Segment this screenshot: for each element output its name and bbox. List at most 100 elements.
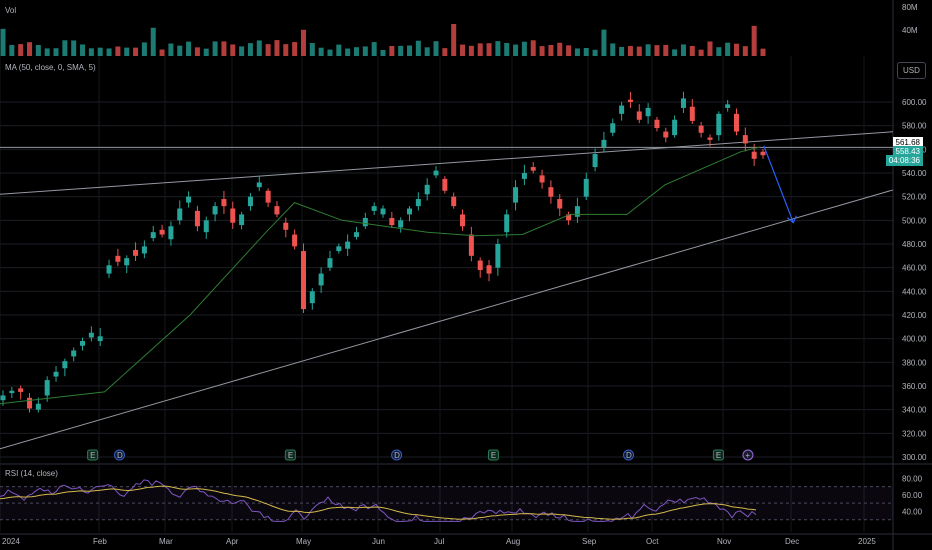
rsi-tick-label: 80.00 (902, 474, 923, 483)
candle-body (327, 258, 333, 268)
event-marker: E (87, 449, 99, 461)
volume-bar (627, 46, 633, 56)
price-tick-label: 380.00 (902, 358, 927, 367)
price-tick-label: 340.00 (902, 406, 927, 415)
event-marker-circle (113, 449, 125, 461)
candle-body (124, 258, 130, 266)
volume-bar (521, 41, 527, 56)
volume-bar (239, 46, 245, 56)
candle-body (9, 390, 15, 394)
volume-bar (539, 46, 545, 56)
candle-body (513, 187, 519, 203)
volume-bar (115, 46, 121, 56)
x-tick-label: Oct (646, 537, 659, 546)
volume-bar (97, 47, 103, 56)
volume-bar (18, 44, 24, 56)
candle-body (53, 371, 59, 377)
event-marker: D (113, 449, 125, 461)
x-tick-label: Nov (717, 537, 731, 546)
event-marker-label: E (716, 451, 721, 460)
candle-body (80, 341, 86, 346)
candle-body (663, 131, 669, 138)
candle-body (733, 113, 739, 132)
volume-bar (345, 48, 351, 56)
candle-body (221, 199, 227, 207)
volume-bar (150, 27, 156, 56)
volume-bar (398, 45, 404, 56)
volume-bar (424, 47, 430, 56)
candle-body (168, 226, 174, 240)
candles (0, 91, 766, 413)
volume-bar (309, 43, 315, 56)
volume-bar (0, 28, 6, 56)
currency-button[interactable]: USD (897, 62, 926, 79)
volume-bar (698, 49, 704, 56)
ma-label: MA (50, close, 0, SMA, 5) (5, 63, 96, 72)
volume-bar (62, 40, 68, 56)
volume-bar (318, 47, 324, 56)
candle-body (751, 151, 757, 159)
price-tick-label: 520.00 (902, 193, 927, 202)
volume-bar (654, 45, 660, 56)
volume-bar (583, 47, 589, 56)
candle-body (698, 125, 704, 133)
candle-body (106, 265, 112, 274)
volume-bar (265, 44, 271, 56)
candle-body (380, 208, 386, 215)
volume-bar (274, 40, 280, 56)
candle-body (194, 210, 200, 227)
trendline-lower (0, 189, 894, 450)
event-marker-label: + (745, 451, 750, 460)
volume-bar (530, 40, 536, 56)
volume-bar (283, 44, 289, 56)
volume-bar (486, 43, 492, 56)
candle-body (265, 190, 271, 203)
volume-bar (194, 47, 200, 56)
volume-bar (292, 42, 298, 56)
x-tick-label: Jun (372, 537, 385, 546)
volume-bar (574, 48, 580, 56)
candle-body (424, 184, 430, 195)
candle-body (460, 214, 466, 227)
x-tick-label: Feb (93, 537, 107, 546)
candle-body (477, 260, 483, 271)
candle-body (71, 350, 77, 357)
volume-bar (433, 41, 439, 56)
x-tick-label: May (296, 537, 311, 546)
event-marker: D (391, 449, 403, 461)
rsi-tick-label: 40.00 (902, 507, 923, 516)
volume-bar (725, 42, 731, 56)
event-marker-label: E (288, 451, 293, 460)
volume-bar (601, 29, 607, 56)
volume-bar (513, 44, 519, 56)
volume-bar (751, 25, 757, 56)
volume-bar (71, 40, 77, 56)
volume-tick-label: 80M (902, 3, 918, 12)
volume-bar (495, 41, 501, 56)
volume-bar (35, 45, 41, 56)
volume-bar (742, 46, 748, 56)
candle-body (247, 196, 253, 207)
price-tick-label: 440.00 (902, 287, 927, 296)
volume-bar (371, 42, 377, 56)
candle-body (150, 232, 156, 239)
candle-body (115, 255, 121, 262)
price-tick-label: 300.00 (902, 453, 927, 462)
volume-bar (300, 29, 306, 56)
volume-bar (159, 49, 165, 56)
event-marker-box (712, 449, 724, 461)
x-tick-label: 2024 (2, 537, 20, 546)
candle-body (725, 104, 731, 108)
volume-bar (27, 42, 33, 56)
candle-body (239, 214, 245, 226)
volume-label: Vol (5, 6, 17, 15)
price-tick-label: 400.00 (902, 335, 927, 344)
volume-bar (133, 47, 139, 56)
candle-body (530, 167, 536, 171)
candle-body (318, 273, 324, 286)
candle-body (601, 139, 607, 147)
price-tick-label: 580.00 (902, 122, 927, 131)
volume-bar (327, 49, 333, 56)
volume-bar (442, 48, 448, 56)
